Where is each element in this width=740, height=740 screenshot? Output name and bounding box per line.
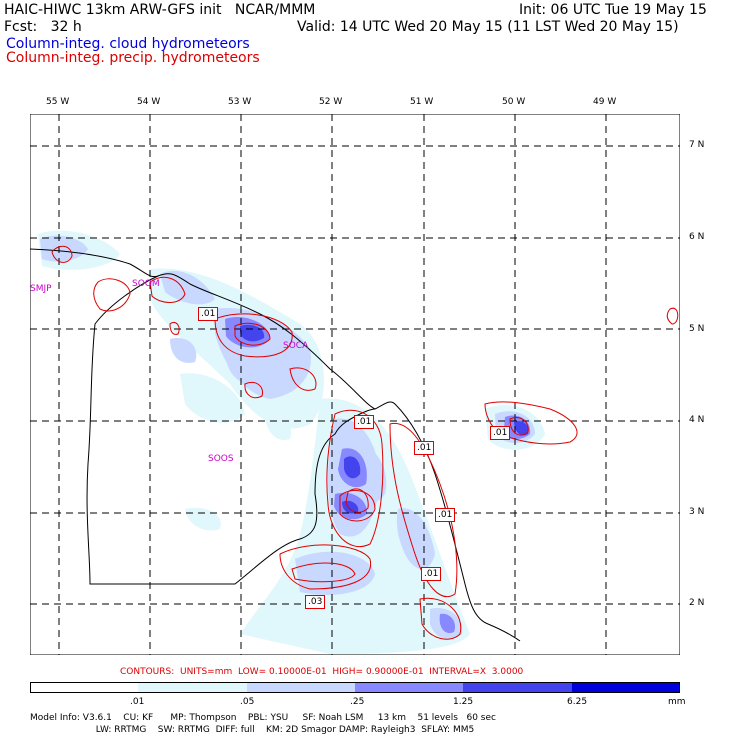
contour-label: .01 — [421, 567, 442, 581]
title-line: HAIC-HIWC 13km ARW-GFS init NCAR/MMM — [4, 2, 316, 18]
colorbar-units: mm — [668, 697, 686, 707]
lat-label: 6 N — [689, 232, 705, 242]
init-time: Init: 06 UTC Tue 19 May 15 — [519, 2, 707, 18]
lon-label: 52 W — [319, 97, 343, 107]
colorbar-segment — [30, 682, 139, 693]
model-info-line1: Model Info: V3.6.1 CU: KF MP: Thompson P… — [30, 713, 496, 723]
field1-label: Column-integ. cloud hydrometeors — [6, 36, 250, 52]
colorbar-tick-label: .05 — [240, 697, 255, 707]
lon-label: 49 W — [593, 97, 617, 107]
colorbar-segment — [463, 682, 572, 693]
station-label: SMJP — [30, 284, 52, 294]
colorbar-tick-label: 1.25 — [453, 697, 474, 707]
station-label: SOOM — [132, 279, 160, 289]
lat-label: 4 N — [689, 415, 705, 425]
colorbar-segment — [246, 682, 355, 693]
lon-label: 50 W — [502, 97, 526, 107]
contours-info: CONTOURS: UNITS=mm LOW= 0.10000E-01 HIGH… — [120, 667, 524, 677]
lon-label: 53 W — [228, 97, 252, 107]
contour-label: .01 — [490, 426, 511, 440]
colorbar-tick-label: .25 — [350, 697, 365, 707]
map-panel — [30, 114, 680, 655]
colorbar-tick-label: .01 — [130, 697, 145, 707]
lon-label: 54 W — [137, 97, 161, 107]
lon-label: 51 W — [410, 97, 434, 107]
colorbar-tick-label: 6.25 — [567, 697, 588, 707]
coastline — [30, 248, 521, 642]
colorbar-segment — [355, 682, 464, 693]
lat-label: 2 N — [689, 598, 705, 608]
lon-label: 55 W — [46, 97, 70, 107]
model-info-line2: LW: RRTMG SW: RRTMG DIFF: full KM: 2D Sm… — [30, 725, 475, 735]
station-label: SOCA — [283, 341, 309, 351]
field2-label: Column-integ. precip. hydrometeors — [6, 50, 260, 66]
contour-label: .01 — [198, 307, 219, 321]
lat-label: 7 N — [689, 140, 705, 150]
forecast-hour: Fcst: 32 h — [4, 19, 82, 35]
contour-label: .01 — [354, 415, 375, 429]
lat-label: 3 N — [689, 507, 705, 517]
lat-label: 5 N — [689, 324, 705, 334]
colorbar-segment — [138, 682, 247, 693]
contour-label: .03 — [305, 595, 326, 609]
colorbar-segment — [571, 682, 680, 693]
station-label: SOOS — [208, 454, 234, 464]
contour-label: .01 — [414, 441, 435, 455]
contour-label: .01 — [435, 508, 456, 522]
valid-time: Valid: 14 UTC Wed 20 May 15 (11 LST Wed … — [297, 19, 679, 35]
